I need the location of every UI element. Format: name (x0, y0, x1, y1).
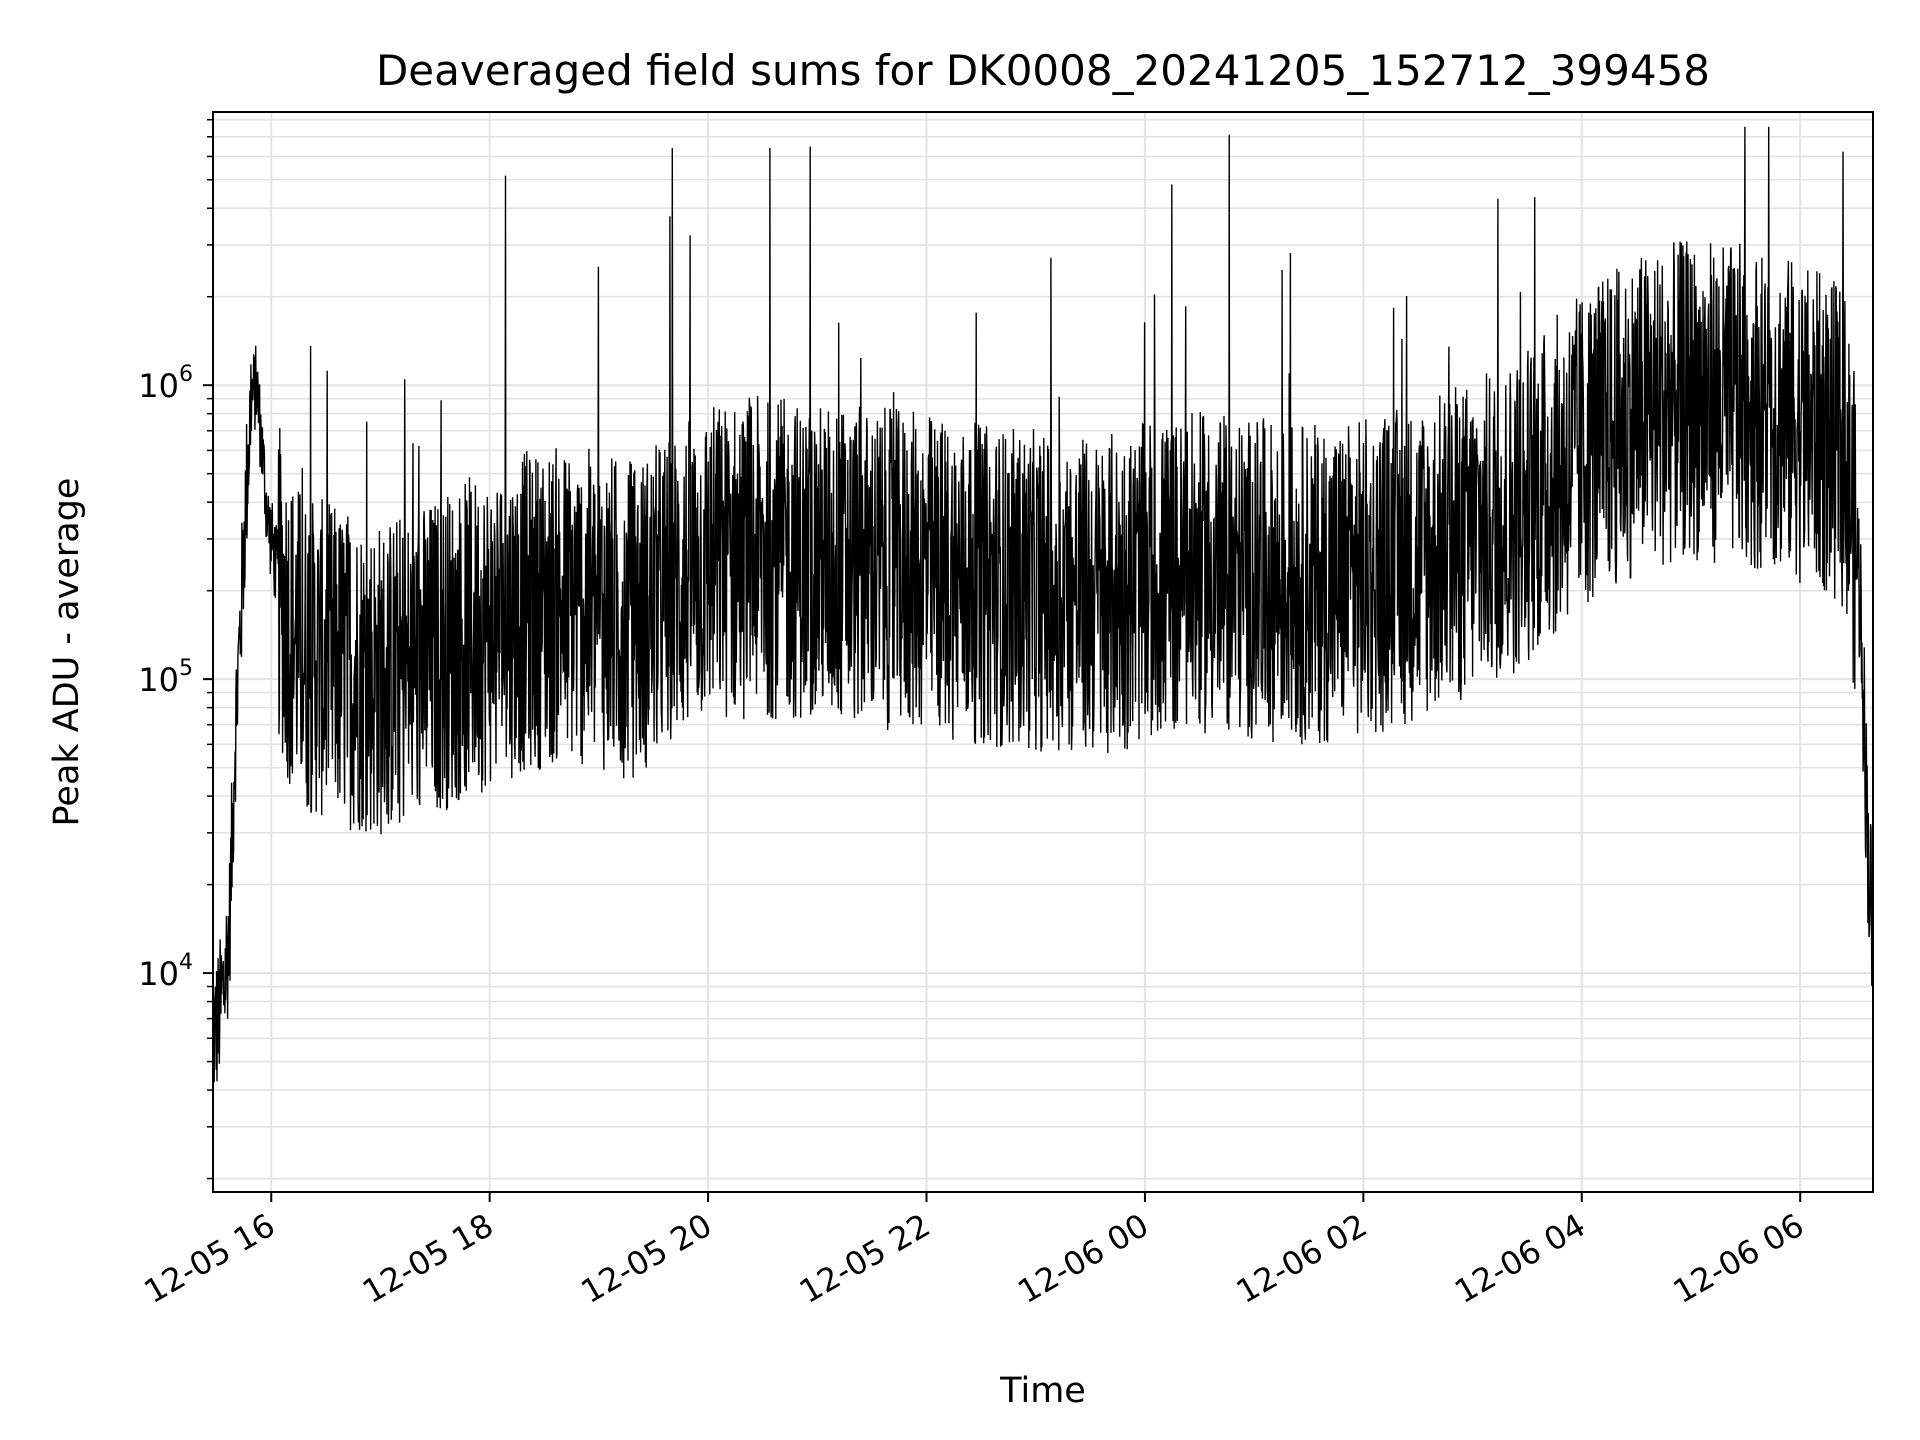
plot-frame (212, 111, 1874, 1193)
y-tick-label: 104 (138, 950, 193, 993)
y-tick-exponent: 6 (179, 362, 193, 387)
grid-major (213, 112, 1873, 1192)
series-layer (212, 126, 1874, 1083)
y-tick-exponent: 4 (179, 950, 193, 975)
y-tick-base: 10 (138, 367, 179, 405)
y-axis-label: Peak ADU - average (47, 478, 87, 827)
x-axis-label: Time (999, 1371, 1086, 1411)
y-tick-label: 106 (138, 362, 193, 405)
series-line (212, 126, 1874, 1083)
y-tick-base: 10 (138, 955, 179, 993)
y-tick-label: 105 (138, 656, 193, 699)
y-tick-base: 10 (138, 661, 179, 699)
y-tick-exponent: 5 (179, 656, 193, 681)
chart-title: Deaveraged field sums for DK0008_2024120… (376, 46, 1710, 95)
axis-ticks (203, 118, 1802, 1202)
